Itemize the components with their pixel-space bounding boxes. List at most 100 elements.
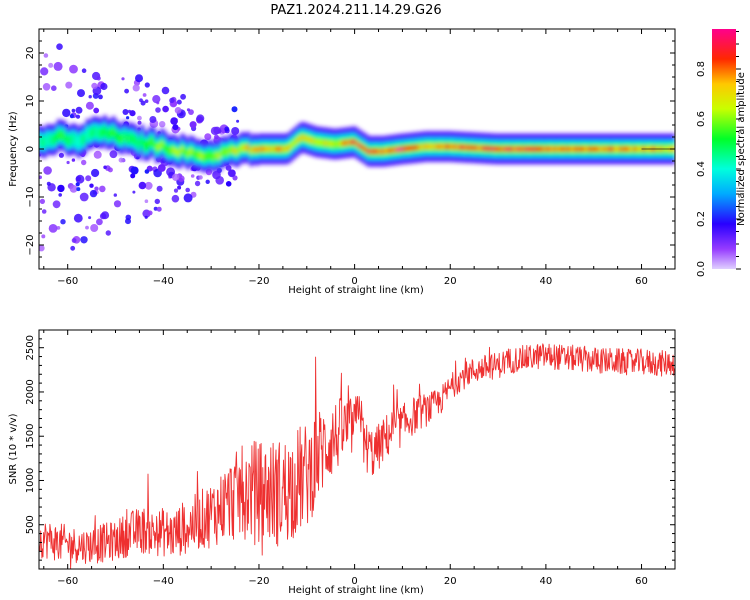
heatmap-cell bbox=[329, 141, 334, 147]
heatmap-scatter-blob bbox=[144, 215, 148, 219]
heatmap-scatter-blob bbox=[122, 109, 129, 115]
heatmap-scatter-blob bbox=[125, 218, 131, 225]
heatmap-cell bbox=[516, 146, 521, 152]
y-tick-label: 2500 bbox=[25, 335, 36, 360]
heatmap-cell bbox=[364, 146, 369, 153]
heatmap-scatter-blob bbox=[42, 83, 51, 91]
heatmap-scatter-blob bbox=[161, 86, 170, 95]
heatmap-cell bbox=[387, 148, 392, 154]
heatmap-cell bbox=[246, 144, 251, 150]
colorbar-scale bbox=[712, 29, 736, 269]
heatmap-scatter-blob bbox=[153, 206, 158, 211]
heatmap-cell bbox=[355, 141, 360, 147]
heatmap-scatter-blob bbox=[190, 174, 195, 178]
heatmap-cell bbox=[562, 146, 567, 152]
heatmap-cell bbox=[530, 146, 535, 152]
heatmap-cell bbox=[163, 144, 168, 150]
heatmap-cell bbox=[183, 148, 188, 155]
heatmap-scatter-blob bbox=[58, 193, 62, 197]
heatmap-scatter-blob bbox=[48, 62, 54, 68]
heatmap-scatter-blob bbox=[124, 88, 129, 94]
heatmap-cell bbox=[475, 145, 480, 151]
heatmap-cell bbox=[217, 153, 222, 160]
heatmap-cell bbox=[111, 129, 116, 135]
snr-x-axis: −60 −40 −20 0 20 40 60 bbox=[43, 330, 666, 587]
heatmap-scatter-blob bbox=[96, 218, 103, 226]
heatmap-cell bbox=[453, 144, 458, 150]
heatmap-cell bbox=[143, 142, 148, 149]
heatmap-cell bbox=[573, 146, 578, 152]
x-tick-label: 40 bbox=[540, 276, 553, 287]
x-tick-label: −40 bbox=[153, 576, 174, 587]
heatmap-scatter-blob bbox=[126, 116, 130, 120]
snr-x-label: Height of straight line (km) bbox=[288, 585, 424, 596]
y-tick-label: −10 bbox=[25, 186, 36, 207]
heatmap-scatter-blob bbox=[170, 117, 178, 125]
heatmap-cell bbox=[605, 146, 610, 152]
heatmap-cell bbox=[80, 137, 85, 143]
x-tick-label: −40 bbox=[153, 276, 174, 287]
heatmap-scatter-blob bbox=[91, 168, 100, 178]
heatmap-scatter-blob bbox=[183, 193, 193, 203]
heatmap-scatter-blob bbox=[52, 200, 61, 209]
heatmap-cell bbox=[94, 129, 99, 135]
heatmap-cell bbox=[527, 146, 532, 152]
heatmap-cell bbox=[88, 131, 93, 138]
x-tick-label: 20 bbox=[444, 276, 457, 287]
y-tick-label: −20 bbox=[25, 234, 36, 255]
heatmap-scatter-blob bbox=[159, 121, 166, 128]
heatmap-scatter-blob bbox=[154, 198, 160, 205]
heatmap-cell bbox=[206, 153, 211, 159]
heatmap-cell bbox=[160, 141, 165, 147]
heatmap-cell bbox=[410, 145, 415, 151]
heatmap-cell bbox=[470, 145, 475, 151]
heatmap-scatter-blob bbox=[169, 97, 175, 104]
heatmap-cell bbox=[59, 132, 64, 138]
heatmap-cell bbox=[404, 146, 409, 152]
heatmap-cell bbox=[596, 146, 601, 152]
heatmap-cell bbox=[444, 144, 449, 150]
heatmap-cell bbox=[312, 138, 317, 144]
x-tick-label: 60 bbox=[635, 576, 648, 587]
heatmap-cell bbox=[418, 144, 423, 150]
heatmap-scatter-blob bbox=[142, 93, 147, 97]
heatmap-scatter-blob bbox=[77, 89, 85, 98]
heatmap-scatter-blob bbox=[137, 115, 142, 121]
heatmap-cell bbox=[536, 146, 541, 152]
heatmap-scatter-blob bbox=[85, 225, 89, 230]
heatmap-scatter-blob bbox=[41, 209, 47, 214]
y-tick-label: 1000 bbox=[25, 468, 36, 493]
heatmap-cell bbox=[361, 144, 366, 151]
heatmap-scatter-blob bbox=[138, 181, 147, 190]
heatmap-cell bbox=[447, 144, 452, 150]
heatmap-cell bbox=[300, 134, 305, 140]
heatmap-cell bbox=[521, 146, 526, 152]
heatmap-cell bbox=[117, 135, 122, 141]
heatmap-cell bbox=[214, 151, 219, 158]
heatmap-cell bbox=[263, 146, 268, 152]
heatmap-scatter-blob bbox=[71, 158, 76, 162]
colorbar-tick-label: 0.6 bbox=[696, 111, 707, 127]
heatmap-scatter-blob bbox=[89, 189, 98, 198]
heatmap-scatter-blob bbox=[130, 173, 136, 179]
heatmap-cell bbox=[177, 150, 182, 157]
heatmap-cell bbox=[510, 146, 515, 152]
figure-title: PAZ1.2024.211.14.29.G26 bbox=[270, 3, 441, 18]
heatmap-cell bbox=[633, 146, 638, 152]
heatmap-cell bbox=[140, 137, 145, 143]
heatmap-cell bbox=[490, 146, 495, 152]
heatmap-scatter-blob bbox=[98, 94, 103, 100]
x-tick-label: 60 bbox=[635, 276, 648, 287]
heatmap-cell bbox=[220, 148, 225, 155]
heatmap-cell bbox=[266, 146, 271, 152]
heatmap-cell bbox=[533, 146, 538, 152]
heatmap-scatter-blob bbox=[156, 185, 163, 192]
heatmap-cell bbox=[599, 146, 604, 152]
heatmap-cell bbox=[607, 146, 612, 152]
heatmap-scatter-blob bbox=[79, 192, 89, 202]
heatmap-cell bbox=[366, 148, 371, 155]
x-tick-label: −20 bbox=[248, 576, 269, 587]
heatmap-scatter-blob bbox=[91, 82, 98, 89]
heatmap-cell bbox=[576, 146, 581, 152]
heatmap-cell bbox=[65, 138, 70, 144]
